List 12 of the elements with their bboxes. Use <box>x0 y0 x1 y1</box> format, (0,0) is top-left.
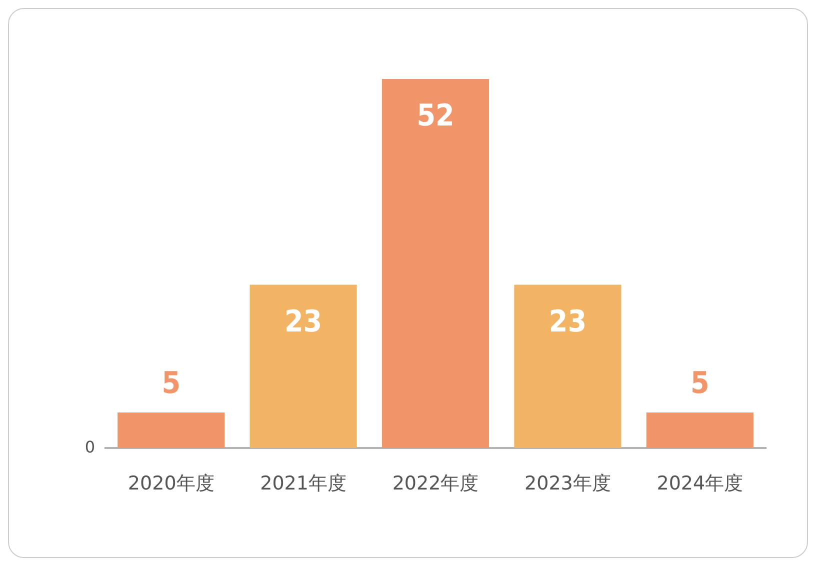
data-label: 5 <box>690 366 710 402</box>
data-label: 23 <box>548 304 586 340</box>
data-label: 52 <box>416 98 454 134</box>
text: 0 <box>84 438 96 456</box>
x-tick-label: 2023年度 <box>524 472 611 494</box>
data-label: 5 <box>162 366 180 402</box>
data-label: 23 <box>284 304 322 340</box>
x-tick-label: 2022年度 <box>392 472 479 494</box>
x-tick-label: 2024年度 <box>656 472 744 494</box>
card-frame: 0 2020年度 2021年度 2022年度 2023年度 2024年度 5 23 52 23 5 <box>8 8 808 558</box>
x-tick-label: 2020年度 <box>128 472 214 494</box>
x-tick-label: 2021年度 <box>260 472 346 494</box>
